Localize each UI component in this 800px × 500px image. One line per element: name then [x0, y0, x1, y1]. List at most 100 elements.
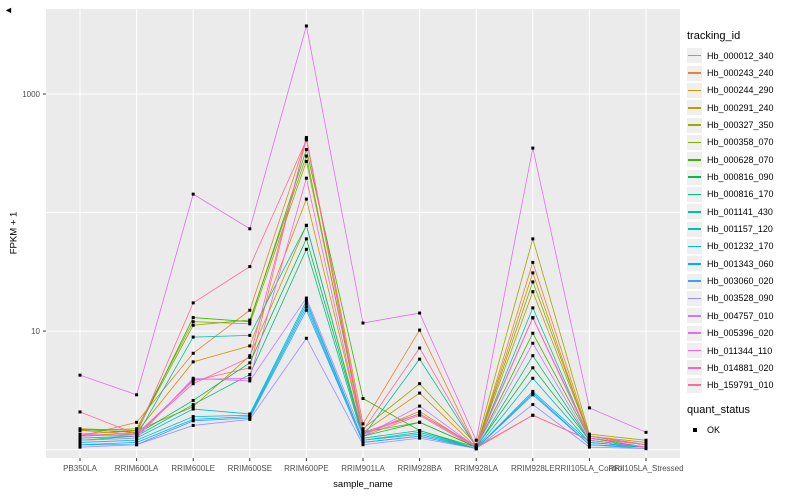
legend-item-label: Hb_003528_090 — [707, 293, 774, 304]
legend-key — [687, 221, 702, 237]
legend-line-swatch — [688, 89, 701, 92]
legend-item: Hb_000628_070 — [687, 151, 799, 168]
data-point — [418, 434, 422, 438]
data-point — [304, 247, 308, 251]
legend-line-swatch — [688, 297, 701, 300]
data-point — [191, 360, 195, 364]
legend-item: Hb_000358_070 — [687, 134, 799, 151]
legend-line-swatch — [688, 315, 701, 317]
data-point — [248, 373, 252, 377]
legend-item-label: Hb_001343_060 — [707, 258, 774, 269]
legend-item: Hb_159791_010 — [687, 377, 799, 394]
data-point — [361, 430, 365, 434]
data-point — [304, 336, 308, 340]
legend-line-swatch — [688, 141, 701, 144]
legend-key — [687, 186, 702, 202]
legend-items: Hb_000012_340 Hb_000243_240 Hb_000244_290 H… — [687, 47, 799, 394]
legend-key — [687, 290, 702, 306]
data-point — [587, 406, 591, 410]
data-point — [361, 429, 365, 433]
data-point — [135, 430, 139, 434]
data-point — [248, 308, 252, 312]
legend-line-swatch — [688, 228, 701, 230]
data-point — [531, 280, 535, 284]
data-point — [135, 443, 139, 447]
data-point — [304, 154, 308, 158]
data-point — [248, 227, 252, 231]
legend-item-label: Hb_004757_010 — [707, 310, 774, 321]
data-point — [304, 138, 308, 142]
legend-line-swatch — [688, 72, 701, 74]
data-point — [191, 301, 195, 305]
data-point — [78, 440, 82, 444]
legend-line-swatch — [688, 210, 701, 213]
data-point — [531, 354, 535, 358]
legend-item: Hb_000012_340 — [687, 47, 799, 64]
data-point — [248, 354, 252, 358]
data-point — [361, 438, 365, 442]
data-point — [191, 316, 195, 320]
legend-item: Hb_005396_020 — [687, 325, 799, 342]
data-point — [361, 427, 365, 431]
legend-item-label: Hb_014881_020 — [707, 362, 774, 373]
legend-line-swatch — [688, 384, 701, 386]
legend-item: Hb_003060_020 — [687, 272, 799, 289]
data-point — [191, 405, 195, 409]
data-point — [248, 333, 252, 337]
legend-item-label: Hb_003060_020 — [707, 276, 774, 287]
data-point — [361, 422, 365, 426]
data-point — [304, 305, 308, 309]
x-tick-label: RRIM928BA — [397, 464, 442, 473]
legend-item: Hb_000244_290 — [687, 82, 799, 99]
legend-item-label: Hb_000358_070 — [707, 137, 774, 148]
legend-key — [687, 65, 702, 81]
data-point — [418, 420, 422, 424]
data-point — [191, 382, 195, 386]
data-point — [78, 438, 82, 442]
legend-key — [687, 273, 702, 289]
quant-status-label: OK — [707, 424, 721, 435]
legend-item-label: Hb_000816_170 — [707, 189, 774, 200]
legend-item: Hb_001232_170 — [687, 238, 799, 255]
data-point — [361, 434, 365, 438]
data-point — [191, 398, 195, 402]
data-point — [304, 159, 308, 163]
data-point — [587, 445, 591, 449]
data-point — [304, 302, 308, 306]
legend-line-swatch — [688, 54, 701, 57]
data-point — [474, 438, 478, 442]
legend-item-label: Hb_000291_240 — [707, 102, 774, 113]
legend-item-label: Hb_001141_430 — [707, 206, 773, 217]
data-point — [418, 357, 422, 361]
data-point — [361, 436, 365, 440]
legend-item-label: Hb_000327_350 — [707, 120, 774, 131]
data-point — [474, 445, 478, 449]
legend-key — [687, 238, 702, 254]
x-tick-label: RRIM928LE — [511, 464, 555, 473]
data-point — [191, 403, 195, 407]
data-point — [531, 271, 535, 275]
legend-line-swatch — [688, 106, 701, 109]
data-point — [191, 423, 195, 427]
data-point — [248, 379, 252, 383]
data-point — [304, 308, 308, 312]
data-point — [248, 417, 252, 421]
legend-item-label: Hb_000244_290 — [707, 85, 774, 96]
legend-key — [687, 169, 702, 185]
data-point — [135, 436, 139, 440]
data-point — [644, 445, 648, 449]
data-point — [78, 445, 82, 449]
legend-item: Hb_000327_350 — [687, 116, 799, 133]
legend-item-label: Hb_000816_090 — [707, 172, 774, 183]
data-point — [418, 311, 422, 315]
data-point — [78, 373, 82, 377]
legend-key — [687, 117, 702, 133]
data-point — [531, 366, 535, 370]
x-tick-label: RRIM901LA — [341, 464, 385, 473]
quant-status-block: quant_status OK — [687, 404, 799, 438]
data-point — [304, 223, 308, 227]
data-point — [531, 403, 535, 407]
data-point — [644, 438, 648, 442]
legend-line-swatch — [688, 280, 701, 282]
